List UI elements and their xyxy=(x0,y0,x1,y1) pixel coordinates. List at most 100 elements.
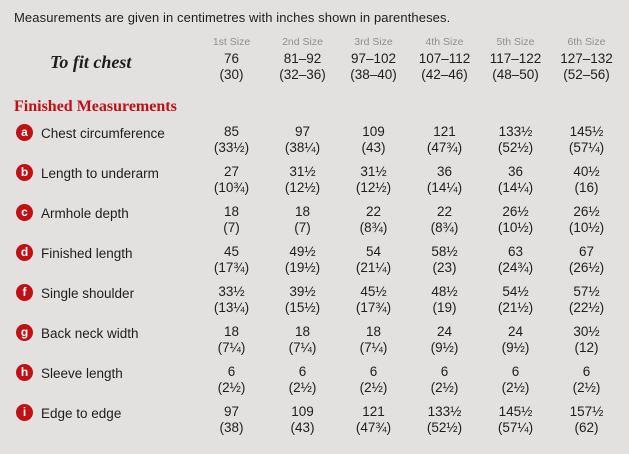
value-inches: (2½) xyxy=(572,380,601,395)
value-inches: (10¾) xyxy=(213,180,250,195)
value-cm: 107–112 xyxy=(418,51,471,66)
measurement-value-cell: 127–132 (52–56) xyxy=(551,51,622,83)
value-cm: 157½ xyxy=(569,404,604,419)
measurement-value-cell: 31½ (12½) xyxy=(267,164,338,196)
measurement-value-cell: 67 (26½) xyxy=(551,244,622,276)
to-fit-chest-row: To fit chest 76 (30) 81–92 (32–36) 97–10… xyxy=(14,51,629,93)
value-inches: (32–36) xyxy=(279,67,326,82)
value-inches: (26½) xyxy=(568,260,605,275)
value-cm: 33½ xyxy=(218,284,245,299)
letter-badge: d xyxy=(16,244,33,261)
value-inches: (2½) xyxy=(217,380,246,395)
value-inches: (8¾) xyxy=(430,220,459,235)
measurement-label: Edge to edge xyxy=(41,406,122,421)
value-inches: (38–40) xyxy=(350,67,397,82)
measurement-value-cell: 121 (47¾) xyxy=(338,404,409,436)
measurement-value-cell: 22 (8¾) xyxy=(338,204,409,236)
size-header: 4th Size xyxy=(425,36,464,48)
value-inches: (12½) xyxy=(355,180,392,195)
measurement-value-cell: 40½ (16) xyxy=(551,164,622,196)
value-inches: (2½) xyxy=(359,380,388,395)
measurement-value-cell: 31½ (12½) xyxy=(338,164,409,196)
measurement-value-cell: 18 (7¼) xyxy=(338,324,409,356)
measurement-value-cell: 97 (38) xyxy=(196,404,267,436)
letter-badge: b xyxy=(16,164,33,181)
value-inches: (17¾) xyxy=(213,260,250,275)
letter-badge: i xyxy=(16,404,33,421)
value-cm: 6 xyxy=(582,364,591,379)
value-cm: 81–92 xyxy=(283,51,322,66)
value-inches: (43) xyxy=(361,140,386,155)
measurement-rows: a Chest circumference 85 (33½) 97 (38¼) … xyxy=(14,124,629,444)
value-inches: (2½) xyxy=(288,380,317,395)
value-cm: 18 xyxy=(365,324,382,339)
measurement-row-header: g Back neck width xyxy=(14,324,196,341)
value-inches: (62) xyxy=(574,420,599,435)
value-inches: (22½) xyxy=(568,300,605,315)
measurement-value-cell: 6 (2½) xyxy=(409,364,480,396)
value-cm: 117–122 xyxy=(489,51,542,66)
value-cm: 24 xyxy=(507,324,524,339)
measurement-row-header: b Length to underarm xyxy=(14,164,196,181)
value-cm: 49½ xyxy=(289,244,316,259)
value-cm: 145½ xyxy=(498,404,533,419)
value-cm: 6 xyxy=(298,364,307,379)
measurement-value-cell: 109 (43) xyxy=(267,404,338,436)
letter-badge: h xyxy=(16,364,33,381)
measurement-value-cell: 6 (2½) xyxy=(267,364,338,396)
value-cm: 39½ xyxy=(289,284,316,299)
measurement-label: Back neck width xyxy=(41,326,139,341)
value-inches: (48–50) xyxy=(492,67,539,82)
measurement-row: b Length to underarm 27 (10¾) 31½ (12½) … xyxy=(14,164,629,204)
measurement-row-header: a Chest circumference xyxy=(14,124,196,141)
value-inches: (8¾) xyxy=(359,220,388,235)
value-inches: (9½) xyxy=(501,340,530,355)
measurement-value-cell: 145½ (57¼) xyxy=(480,404,551,436)
size-header: 5th Size xyxy=(496,36,535,48)
value-cm: 127–132 xyxy=(560,51,613,66)
value-inches: (47¾) xyxy=(426,140,463,155)
value-cm: 97–102 xyxy=(350,51,397,66)
value-cm: 109 xyxy=(291,404,314,419)
value-inches: (42–46) xyxy=(421,67,468,82)
value-inches: (57¼) xyxy=(497,420,534,435)
value-cm: 40½ xyxy=(573,164,600,179)
measurement-value-cell: 81–92 (32–36) xyxy=(267,51,338,83)
value-inches: (13¼) xyxy=(213,300,250,315)
value-cm: 45½ xyxy=(360,284,387,299)
measurement-value-cell: 26½ (10½) xyxy=(480,204,551,236)
value-inches: (9½) xyxy=(430,340,459,355)
measurement-value-cell: 30½ (12) xyxy=(551,324,622,356)
value-inches: (14¼) xyxy=(497,180,534,195)
value-cm: 6 xyxy=(227,364,236,379)
value-cm: 18 xyxy=(223,204,240,219)
value-cm: 121 xyxy=(433,124,456,139)
value-inches: (2½) xyxy=(501,380,530,395)
measurement-label: Sleeve length xyxy=(41,366,123,381)
value-cm: 24 xyxy=(436,324,453,339)
value-cm: 31½ xyxy=(289,164,316,179)
value-inches: (38) xyxy=(219,420,244,435)
value-inches: (15½) xyxy=(284,300,321,315)
letter-badge: g xyxy=(16,324,33,341)
value-inches: (10½) xyxy=(497,220,534,235)
measurement-row: f Single shoulder 33½ (13¼) 39½ (15½) 45… xyxy=(14,284,629,324)
measurement-value-cell: 6 (2½) xyxy=(551,364,622,396)
measurement-value-cell: 54½ (21½) xyxy=(480,284,551,316)
measurement-value-cell: 133½ (52½) xyxy=(480,124,551,156)
value-cm: 26½ xyxy=(573,204,600,219)
measurement-value-cell: 6 (2½) xyxy=(196,364,267,396)
value-cm: 58½ xyxy=(431,244,458,259)
finished-measurements-heading: Finished Measurements xyxy=(14,98,177,115)
value-inches: (16) xyxy=(574,180,599,195)
measurement-value-cell: 145½ (57¼) xyxy=(551,124,622,156)
value-inches: (47¾) xyxy=(355,420,392,435)
measurement-value-cell: 27 (10¾) xyxy=(196,164,267,196)
measurement-row: g Back neck width 18 (7¼) 18 (7¼) 18 (7¼… xyxy=(14,324,629,364)
measurement-value-cell: 33½ (13¼) xyxy=(196,284,267,316)
value-cm: 36 xyxy=(436,164,453,179)
measurement-value-cell: 157½ (62) xyxy=(551,404,622,436)
value-inches: (33½) xyxy=(213,140,250,155)
measurement-label: Finished length xyxy=(41,246,133,261)
